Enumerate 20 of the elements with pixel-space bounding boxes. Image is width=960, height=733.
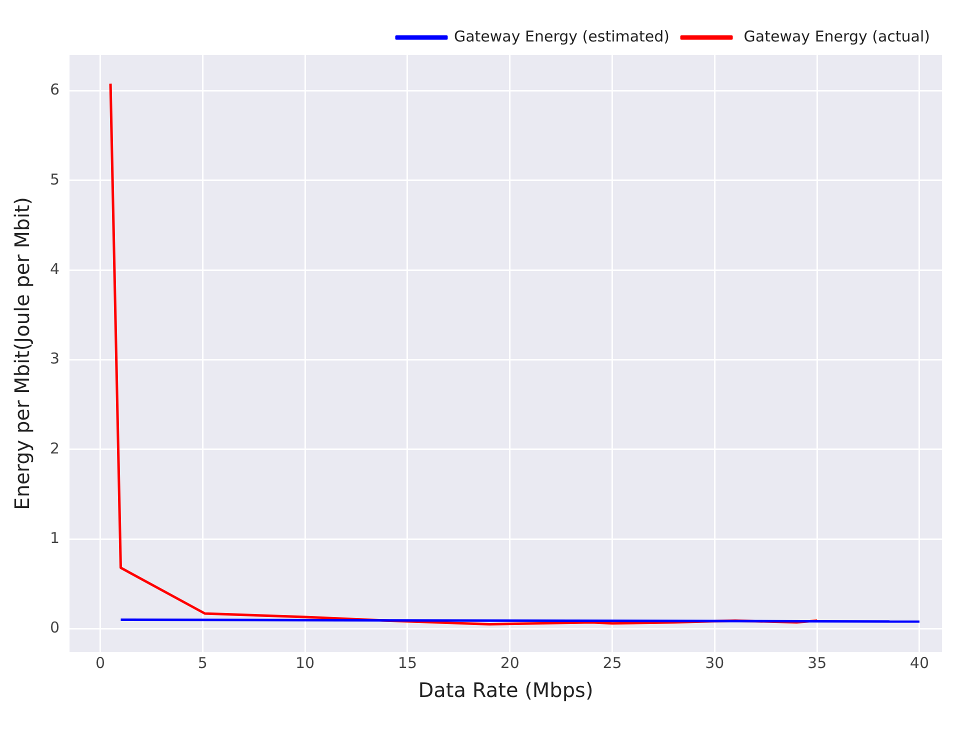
x-tick-label: 20 (500, 654, 520, 672)
y-axis-title: Energy per Mbit(Joule per Mbit) (10, 197, 34, 510)
x-tick-label: 25 (602, 654, 622, 672)
y-tick-label: 1 (50, 528, 60, 547)
y-tick-label: 0 (50, 618, 60, 637)
x-tick-label: 5 (198, 654, 208, 672)
x-tick-label: 30 (705, 654, 724, 672)
x-tick-label: 40 (910, 654, 930, 672)
legend-label: Gateway Energy (actual) (739, 27, 930, 46)
x-tick-label: 15 (398, 654, 418, 672)
x-tick-label: 35 (808, 654, 827, 672)
legend-label: Gateway Energy (estimated) (454, 27, 670, 46)
x-tick-label: 10 (296, 654, 315, 672)
x-tick-label: 0 (95, 654, 106, 672)
y-tick-label: 2 (50, 439, 60, 458)
y-tick-label: 3 (50, 350, 60, 368)
y-tick-label: 4 (50, 260, 60, 278)
y-tick-label: 6 (50, 80, 60, 99)
x-axis-title: Data Rate (Mbps) (418, 678, 594, 702)
y-tick-label: 5 (50, 170, 60, 188)
